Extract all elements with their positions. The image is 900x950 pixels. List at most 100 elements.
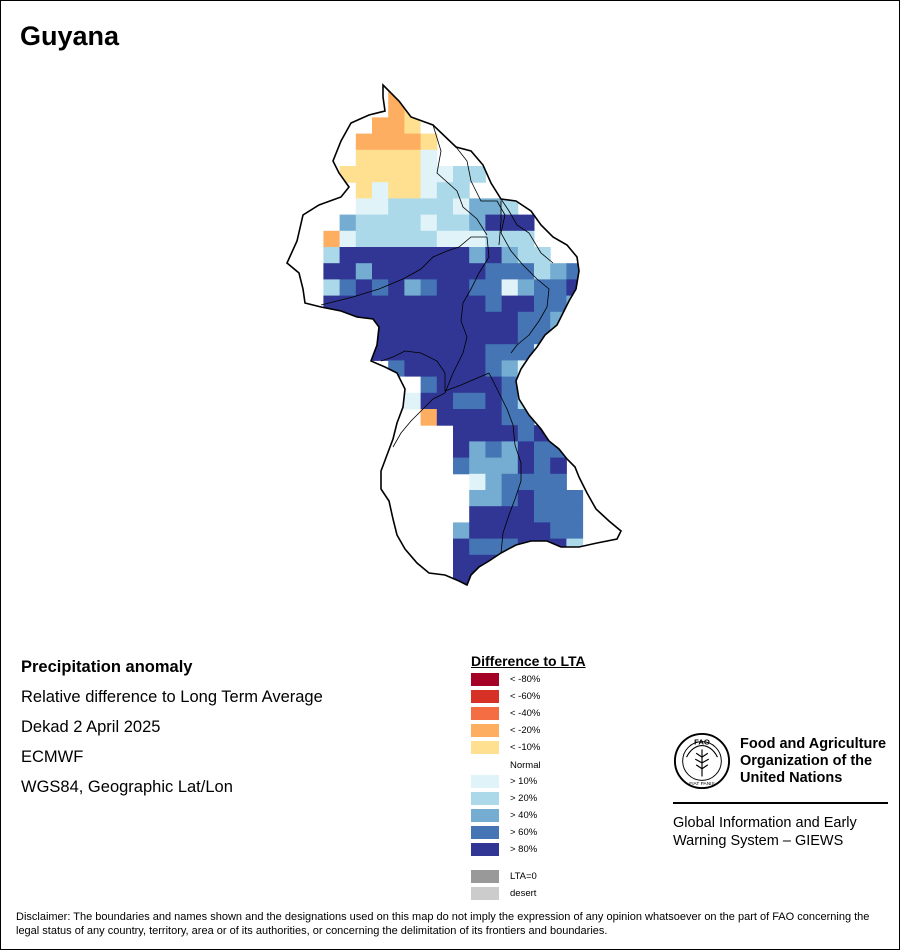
time-period: Dekad 2 April 2025 [21,718,161,736]
grid-cell [582,328,600,345]
grid-cell [420,376,438,394]
grid-cell [469,392,486,410]
grid-cell [469,538,486,556]
region-boundary [488,372,522,554]
grid-cell [534,328,551,345]
grid-cell [582,311,600,329]
legend-swatch [471,706,499,720]
grid-cell [566,620,583,637]
grid-cell [355,182,373,199]
grid-cell [469,620,486,637]
grid-cell [518,587,535,604]
grid-cell [355,198,373,216]
legend-label: desert [510,887,537,899]
grid-cell [550,360,567,378]
grid-cell [631,587,648,604]
grid-cell [372,247,389,264]
grid-cell [420,409,438,426]
grid-cell [420,344,438,361]
grid-cell [534,587,551,604]
legend-swatch [471,791,499,805]
grid-cell [583,620,600,637]
grid-cell [615,571,621,585]
grid-cell [420,198,438,216]
grid-cell [469,603,486,620]
grid-cell [599,636,616,641]
grid-cell [615,295,621,313]
grid-cell [599,587,616,604]
grid-cell [404,230,422,248]
grid-cell [517,571,535,585]
grid-cell [355,263,373,280]
grid-cell [550,587,567,604]
grid-cell [323,247,341,264]
grid-cell [355,166,373,183]
grid-cell [566,603,583,620]
grid-cell [469,344,486,361]
grid-cell [453,344,470,361]
grid-cell [453,182,470,199]
grid-cell [420,295,438,313]
grid-cell [566,295,584,313]
grid-cell [388,295,405,313]
grid-cell [517,490,535,507]
grid-cell [598,554,616,572]
grid-cell [534,392,551,410]
region-boundary [498,201,502,246]
legend-label: < -40% [510,707,541,719]
grid-cell [485,230,503,248]
grid-cell [485,457,503,475]
grid-cell [501,198,519,216]
grid-cell [566,554,584,572]
grid-cell [453,263,470,280]
grid-cell [485,279,503,297]
grid-cell [469,522,486,540]
product-name: Precipitation anomaly [21,658,193,676]
grid-cell [501,506,519,523]
grid-cell [501,571,519,585]
legend-label-normal: Normal [510,760,541,771]
grid-cell [323,328,341,345]
grid-cell [420,392,438,410]
grid-cell [534,247,551,264]
grid-cell [388,117,405,135]
grid-cell [485,295,503,313]
grid-cell [469,587,486,604]
grid-cell [436,198,454,216]
legend-label: > 40% [510,809,538,821]
grid-cell [583,603,600,620]
legend-label: > 80% [510,843,538,855]
system-name: Global Information and Early Warning Sys… [673,815,857,849]
grid-cell [404,101,422,118]
grid-cell [501,490,519,507]
grid-cell [436,230,454,248]
grid-cell [485,522,503,540]
grid-cell [469,360,486,378]
grid-cell [436,328,454,345]
grid-cell [469,311,486,329]
logo-motto: FIAT PANIS [689,781,715,787]
legend-item: < -60% [471,689,540,703]
grid-cell [469,198,486,216]
divider [673,802,888,804]
region-boundary [432,124,488,236]
grid-cell [502,603,519,620]
organization-name: Food and Agriculture Organization of the… [740,736,887,786]
grid-cell [550,279,567,297]
grid-cell [404,328,422,345]
grid-cell [518,603,535,620]
grid-cell [404,295,422,313]
grid-cell [453,392,470,410]
grid-cell [388,149,405,167]
grid-cell [501,263,519,280]
grid-cell [550,263,567,280]
grid-cell [355,344,373,361]
grid-cell [534,522,551,540]
grid-cell [372,133,389,151]
grid-cell [469,441,486,459]
grid-cell [436,409,454,426]
grid-cell [388,247,405,264]
grid-cell [339,263,357,280]
grid-cell [388,166,405,183]
grid-cell [566,279,584,297]
